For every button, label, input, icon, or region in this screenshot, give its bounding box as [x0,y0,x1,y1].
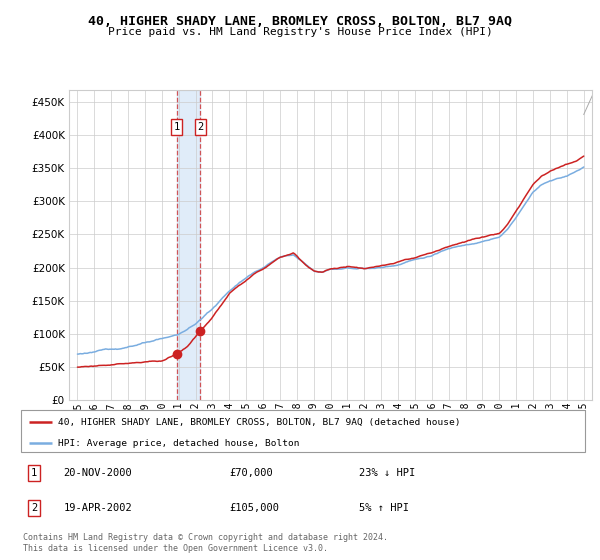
FancyBboxPatch shape [21,410,585,452]
Text: HPI: Average price, detached house, Bolton: HPI: Average price, detached house, Bolt… [58,438,299,448]
Text: 19-APR-2002: 19-APR-2002 [64,503,132,513]
Text: 2: 2 [197,122,203,132]
Text: £105,000: £105,000 [230,503,280,513]
Text: 1: 1 [173,122,180,132]
Text: 5% ↑ HPI: 5% ↑ HPI [359,503,409,513]
Text: £70,000: £70,000 [230,468,274,478]
Bar [176,90,200,400]
Text: Price paid vs. HM Land Registry's House Price Index (HPI): Price paid vs. HM Land Registry's House … [107,27,493,37]
Text: 1: 1 [31,468,37,478]
Text: 20-NOV-2000: 20-NOV-2000 [64,468,132,478]
Text: 23% ↓ HPI: 23% ↓ HPI [359,468,416,478]
Text: 2: 2 [31,503,37,513]
Text: Contains HM Land Registry data © Crown copyright and database right 2024.
This d: Contains HM Land Registry data © Crown c… [23,533,388,553]
Text: 40, HIGHER SHADY LANE, BROMLEY CROSS, BOLTON, BL7 9AQ (detached house): 40, HIGHER SHADY LANE, BROMLEY CROSS, BO… [58,418,460,427]
Text: 40, HIGHER SHADY LANE, BROMLEY CROSS, BOLTON, BL7 9AQ: 40, HIGHER SHADY LANE, BROMLEY CROSS, BO… [88,15,512,27]
